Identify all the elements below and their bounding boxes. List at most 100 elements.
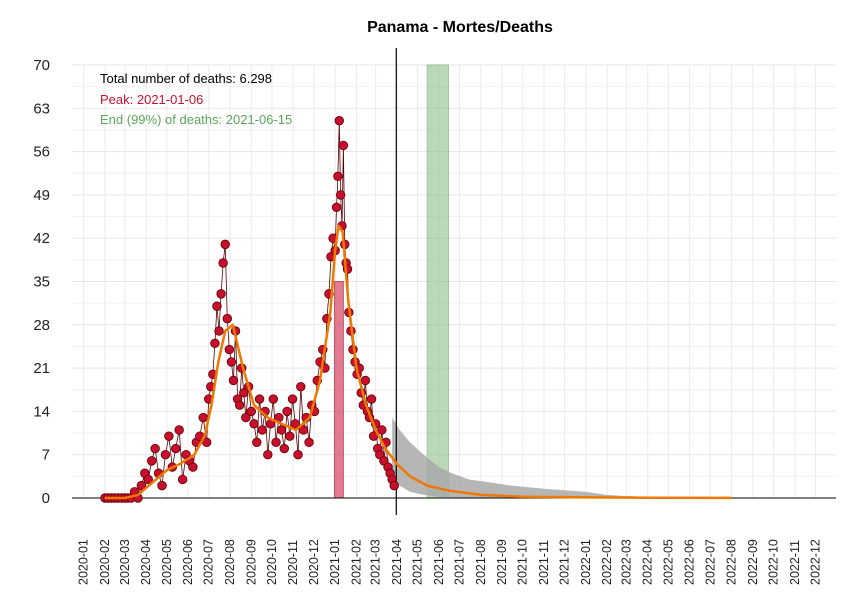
daily-deaths-point — [215, 327, 224, 336]
x-tick-label: 2021-12 — [558, 539, 572, 585]
x-tick-label: 2022-03 — [619, 539, 633, 585]
y-tick-label: 56 — [33, 144, 50, 161]
y-tick-label: 21 — [33, 360, 50, 377]
daily-deaths-point — [277, 426, 286, 435]
daily-deaths-point — [211, 339, 220, 348]
y-tick-label: 63 — [33, 100, 50, 117]
daily-deaths-point — [339, 141, 348, 150]
x-tick-label: 2020-09 — [244, 539, 258, 585]
total-deaths-annotation: Total number of deaths: 6.298 — [100, 71, 272, 86]
y-tick-label: 28 — [33, 317, 50, 334]
x-tick-label: 2020-10 — [265, 539, 279, 585]
x-tick-label: 2022-02 — [600, 539, 614, 585]
x-tick-label: 2022-10 — [766, 539, 780, 585]
daily-deaths-point — [332, 203, 341, 212]
daily-deaths-point — [213, 302, 222, 311]
daily-deaths-point — [367, 395, 376, 404]
x-tick-label: 2021-03 — [369, 539, 383, 585]
daily-deaths-point — [229, 376, 238, 385]
daily-deaths-point — [250, 419, 259, 428]
x-tick-label: 2022-12 — [808, 539, 822, 585]
x-tick-label: 2020-03 — [118, 539, 132, 585]
daily-deaths-point — [285, 432, 294, 441]
x-tick-label: 2020-04 — [139, 539, 153, 585]
daily-deaths-point — [264, 450, 273, 459]
grid-layer — [72, 65, 836, 498]
daily-deaths-point — [151, 444, 160, 453]
daily-deaths-point — [223, 314, 232, 323]
daily-deaths-point — [225, 345, 234, 354]
x-tick-label: 2022-07 — [703, 539, 717, 585]
x-tick-label: 2022-06 — [683, 539, 697, 585]
x-tick-label: 2021-04 — [390, 539, 404, 585]
peak-band — [334, 282, 343, 499]
y-tick-label: 14 — [33, 403, 50, 420]
daily-deaths-point — [175, 426, 184, 435]
daily-deaths-point — [165, 432, 174, 441]
y-tick-label: 35 — [33, 274, 50, 291]
daily-deaths-point — [219, 259, 228, 268]
daily-deaths-point — [335, 116, 344, 125]
x-tick-label: 2022-09 — [746, 539, 760, 585]
daily-deaths-point — [221, 240, 230, 249]
x-tick-label: 2022-08 — [725, 539, 739, 585]
daily-deaths-point — [269, 395, 278, 404]
daily-deaths-point — [217, 290, 226, 299]
x-tick-label: 2021-07 — [452, 539, 466, 585]
x-tick-label: 2020-02 — [98, 539, 112, 585]
daily-deaths-point — [294, 450, 303, 459]
daily-deaths-point — [258, 426, 267, 435]
x-tick-label: 2022-05 — [661, 539, 675, 585]
daily-deaths-point — [158, 481, 167, 490]
y-tick-label: 7 — [42, 447, 50, 464]
daily-deaths-point — [227, 358, 236, 367]
daily-deaths-point — [378, 426, 387, 435]
x-tick-label: 2022-11 — [788, 540, 802, 585]
x-tick-label: 2020-06 — [181, 539, 195, 585]
x-tick-label: 2021-02 — [349, 539, 363, 585]
daily-deaths-point — [247, 407, 256, 416]
y-tick-label: 49 — [33, 187, 50, 204]
daily-deaths-point — [283, 407, 292, 416]
x-tick-label: 2021-01 — [328, 539, 342, 585]
y-tick-label: 42 — [33, 230, 50, 247]
chart-title: Panama - Mortes/Deaths — [367, 19, 553, 36]
x-tick-label: 2020-05 — [160, 539, 174, 585]
daily-deaths-point — [296, 382, 305, 391]
daily-deaths-point — [189, 463, 198, 472]
daily-deaths-point — [288, 395, 297, 404]
daily-deaths-point — [235, 401, 244, 410]
daily-deaths-point — [171, 444, 180, 453]
daily-deaths-point — [147, 457, 156, 466]
x-tick-label: 2020-08 — [223, 539, 237, 585]
daily-deaths-point — [178, 475, 187, 484]
x-tick-label: 2021-08 — [474, 539, 488, 585]
end-annotation: End (99%) of deaths: 2021-06-15 — [100, 112, 292, 127]
daily-deaths-point — [336, 191, 345, 200]
end-band — [427, 65, 448, 498]
peak-annotation: Peak: 2021-01-06 — [100, 92, 203, 107]
daily-deaths-point — [253, 438, 262, 447]
daily-deaths-point — [272, 438, 281, 447]
x-tick-label: 2020-07 — [202, 539, 216, 585]
daily-deaths-point — [161, 450, 170, 459]
x-tick-label: 2020-12 — [307, 539, 321, 585]
y-tick-label: 70 — [33, 57, 50, 74]
x-tick-label: 2022-01 — [579, 539, 593, 585]
daily-deaths-point — [280, 444, 289, 453]
daily-deaths-point — [334, 172, 343, 181]
x-tick-label: 2021-06 — [432, 539, 446, 585]
x-tick-label: 2022-04 — [641, 539, 655, 585]
y-tick-label: 0 — [42, 490, 50, 507]
x-tick-label: 2021-11 — [537, 540, 551, 585]
x-tick-label: 2021-05 — [411, 539, 425, 585]
x-tick-label: 2020-01 — [77, 539, 91, 585]
x-tick-label: 2021-09 — [495, 539, 509, 585]
daily-deaths-point — [199, 413, 208, 422]
daily-deaths-point — [390, 481, 399, 490]
daily-deaths-point — [305, 438, 314, 447]
x-tick-label: 2020-11 — [286, 540, 300, 585]
